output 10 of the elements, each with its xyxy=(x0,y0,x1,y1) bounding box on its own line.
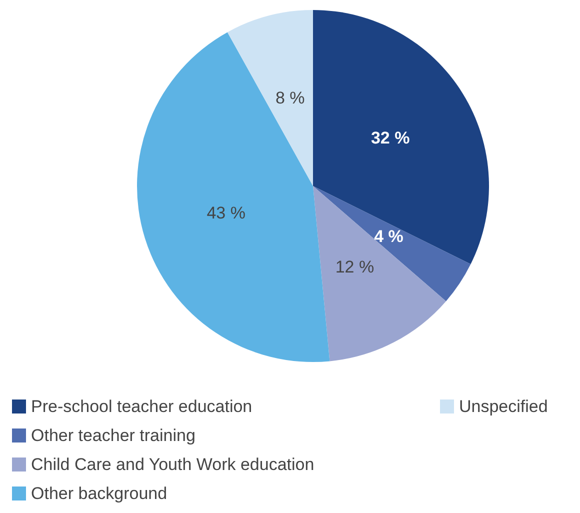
data-label: 43 % xyxy=(206,204,246,223)
data-label: 4 % xyxy=(374,226,404,246)
legend-label: Pre-school teacher education xyxy=(31,397,252,416)
legend-label: Other background xyxy=(31,484,168,503)
legend-label: Unspecified xyxy=(459,397,548,416)
data-label: 32 % xyxy=(370,128,410,148)
legend-label: Child Care and Youth Work education xyxy=(31,455,314,474)
legend-label: Other teacher training xyxy=(31,426,196,445)
data-label: 8 % xyxy=(275,88,305,108)
data-label: 12 % xyxy=(335,257,374,276)
